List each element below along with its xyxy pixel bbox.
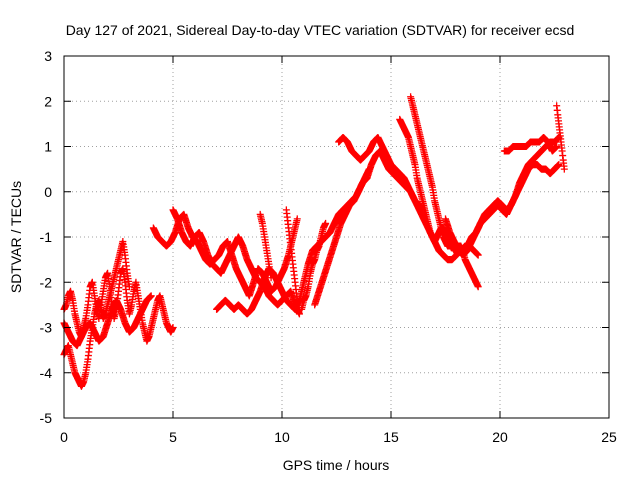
series-track xyxy=(500,133,561,155)
series-track xyxy=(169,206,303,318)
data-point xyxy=(474,251,482,259)
data-point xyxy=(322,219,330,227)
series-track xyxy=(407,93,456,250)
data-point xyxy=(293,215,301,223)
data-point xyxy=(560,165,568,173)
x-tick-label: 25 xyxy=(601,429,617,445)
data-point xyxy=(125,283,133,291)
series-track xyxy=(60,265,177,345)
series-track xyxy=(256,210,275,282)
x-tick-label: 0 xyxy=(60,429,68,445)
data-points xyxy=(60,93,568,390)
data-point xyxy=(293,296,301,304)
x-tick-label: 20 xyxy=(492,429,508,445)
x-tick-label: 10 xyxy=(274,429,290,445)
y-axis-label: SDTVAR / TECUs xyxy=(8,181,24,293)
series-track xyxy=(311,147,428,309)
y-tick-label: 0 xyxy=(44,184,52,200)
y-tick-label: 2 xyxy=(44,93,52,109)
data-point xyxy=(147,292,155,300)
y-axis: -5 -4 -3 -2 -1 0 1 2 3 xyxy=(40,48,609,426)
series-track xyxy=(282,206,301,304)
series-track xyxy=(463,161,563,250)
y-tick-label: -2 xyxy=(40,274,53,290)
y-tick-label: 1 xyxy=(44,139,52,155)
y-tick-label: 3 xyxy=(44,48,52,64)
y-tick-label: -4 xyxy=(40,365,53,381)
series-track xyxy=(553,102,568,173)
x-axis: 0 5 10 15 20 25 xyxy=(60,56,617,445)
x-axis-label: GPS time / hours xyxy=(283,457,390,473)
series-track xyxy=(396,115,482,291)
series-track xyxy=(442,133,563,259)
data-point xyxy=(267,274,275,282)
x-tick-label: 5 xyxy=(169,429,177,445)
x-tick-label: 15 xyxy=(383,429,399,445)
y-tick-label: -5 xyxy=(40,410,53,426)
series-track xyxy=(60,292,155,350)
data-point xyxy=(169,324,177,331)
chart-title: Day 127 of 2021, Sidereal Day-to-day VTE… xyxy=(66,22,575,38)
data-point xyxy=(555,161,563,169)
data-point xyxy=(474,283,482,291)
data-point xyxy=(295,310,303,318)
y-tick-label: -1 xyxy=(40,229,53,245)
y-tick-label: -3 xyxy=(40,320,53,336)
data-point xyxy=(553,143,561,150)
series-track xyxy=(60,238,133,390)
series-track xyxy=(298,219,330,313)
